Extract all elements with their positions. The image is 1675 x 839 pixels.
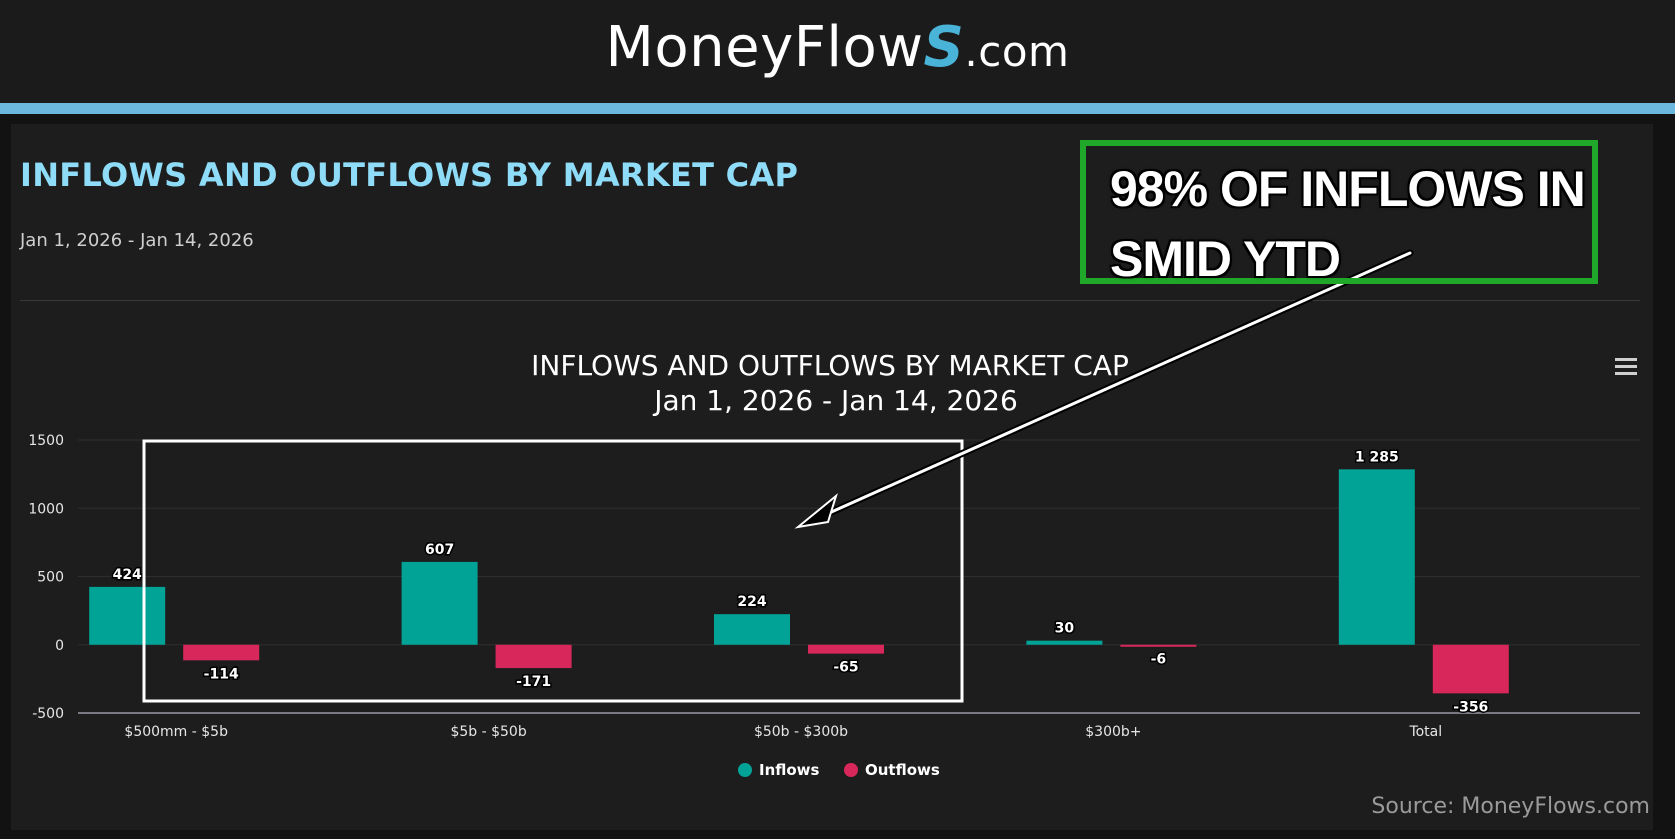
legend-outflows-label: Outflows [865,761,940,779]
legend-outflows-marker [844,763,858,777]
y-tick-label: 1500 [28,433,64,449]
callout-line-1: 98% OF INFLOWS IN [1110,161,1586,217]
chart-subtitle: Jan 1, 2026 - Jan 14, 2026 [652,384,1018,417]
x-tick-label-4: Total [1408,724,1442,740]
outflows-bar-3 [1120,644,1197,647]
callout-line-2: SMID YTD [1110,231,1341,287]
brand-logo: MoneyFlowS.com [605,15,1070,80]
panel-title: INFLOWS AND OUTFLOWS BY MARKET CAP [20,156,799,194]
legend-inflows-label: Inflows [759,761,820,779]
source-credit: Source: MoneyFlows.com [1371,794,1650,819]
outflows-bar-2 [808,644,884,654]
inflows-data-label-2: 224 [737,594,766,610]
header-accent-rule [0,103,1675,114]
chart-title: INFLOWS AND OUTFLOWS BY MARKET CAP [531,349,1129,382]
inflows-data-label-1: 607 [425,542,454,558]
outflows-data-label-0: -114 [204,666,239,682]
outflows-bar-1 [495,644,572,669]
legend-inflows-marker [738,763,752,777]
outflows-data-label-2: -65 [833,660,858,676]
inflows-data-label-3: 30 [1055,621,1075,637]
smid-highlight-box [142,439,964,703]
x-tick-label-2: $50b - $300b [754,724,848,740]
y-tick-label: 1000 [28,501,64,517]
panel-divider [20,300,1640,301]
inflows-bar-4 [1338,469,1415,645]
outflows-data-label-3: -6 [1151,652,1167,668]
outflows-data-label-1: -171 [516,674,551,690]
callout-box: 98% OF INFLOWS IN SMID YTD [1080,140,1598,287]
y-tick-label: -500 [32,706,64,722]
inflows-bar-1 [401,561,478,645]
x-tick-label-3: $300b+ [1085,724,1141,740]
outflows-bar-4 [1432,644,1509,694]
inflows-data-label-4: 1 285 [1355,449,1399,465]
callout-arrow-shaft [816,251,1412,520]
outflows-bar-0 [183,644,260,661]
inflows-bar-3 [1026,640,1103,645]
header-bar: MoneyFlowS.com [0,0,1675,103]
y-tick-label: 0 [55,638,64,654]
x-tick-label-0: $500mm - $5b [124,724,228,740]
callout-arrow-head [794,493,838,529]
chart-menu-icon[interactable] [1615,358,1637,376]
inflows-data-label-0: 424 [113,567,142,583]
inflows-bar-0 [89,586,166,645]
y-tick-label: 500 [37,570,64,586]
panel-date-range: Jan 1, 2026 - Jan 14, 2026 [20,230,254,251]
outflows-data-label-4: -356 [1453,699,1488,715]
x-tick-label-1: $5b - $50b [450,724,526,740]
inflows-bar-2 [714,614,790,645]
